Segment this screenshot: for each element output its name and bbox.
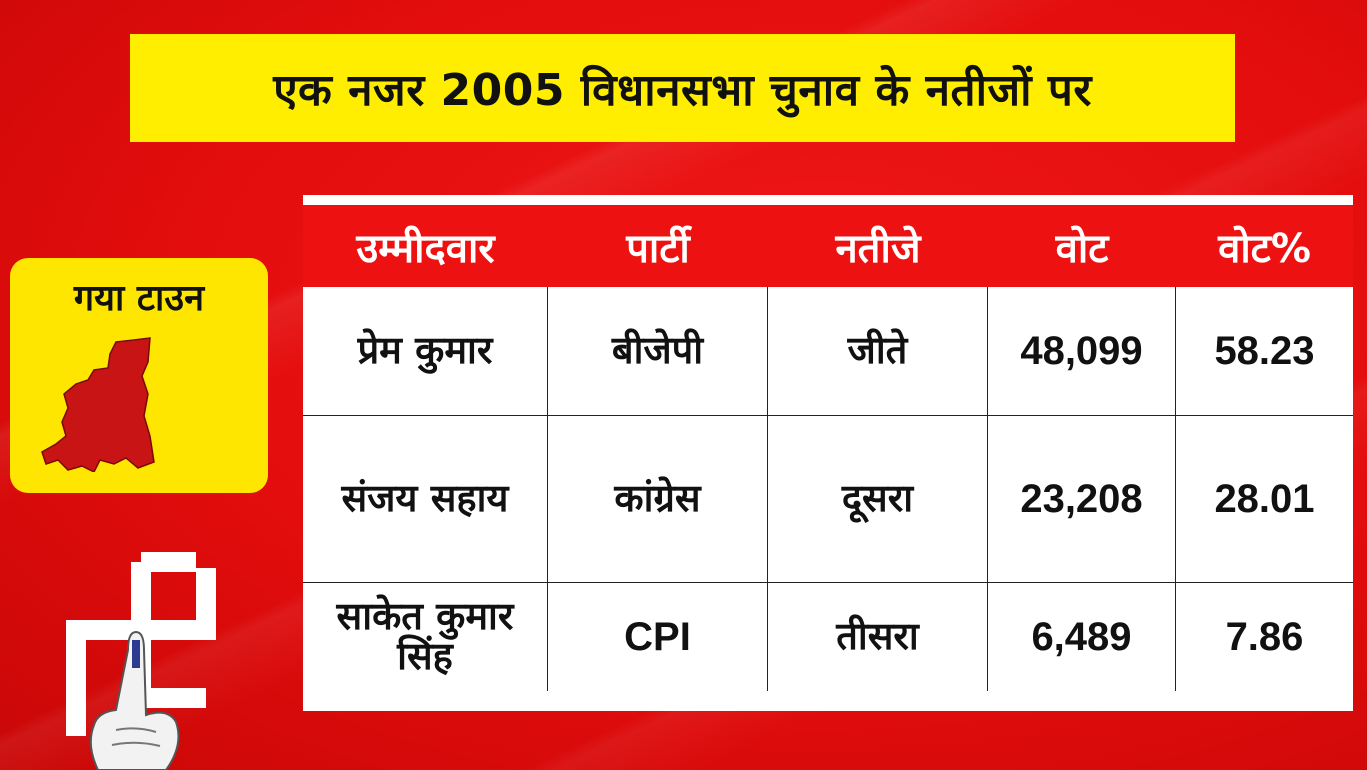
table-row: प्रेम कुमार बीजेपी जीते 48,099 58.23 (303, 287, 1353, 416)
votes-cell: 48,099 (988, 287, 1176, 415)
header-candidate: उम्मीदवार (356, 225, 495, 272)
constituency-name: गया टाउन (73, 278, 205, 319)
result-cell: जीते (768, 287, 988, 415)
party-cell: कांग्रेस (548, 416, 768, 582)
results-table: उम्मीदवार पार्टी नतीजे वोट वोट% प्रेम कु… (303, 195, 1353, 711)
page-title: एक नजर 2005 विधानसभा चुनाव के नतीजों पर (273, 65, 1092, 116)
candidate-cell: प्रेम कुमार (303, 287, 548, 415)
title-banner: एक नजर 2005 विधानसभा चुनाव के नतीजों पर (130, 34, 1235, 142)
table-row: संजय सहाय कांग्रेस दूसरा 23,208 28.01 (303, 416, 1353, 583)
constituency-map-icon (41, 337, 155, 472)
table-header: उम्मीदवार पार्टी नतीजे वोट वोट% (303, 205, 1353, 287)
voting-finger-swastika-icon (66, 552, 216, 770)
constituency-card: गया टाउन (10, 258, 268, 493)
header-result: नतीजे (835, 225, 921, 272)
vote-percent-cell: 58.23 (1214, 329, 1315, 373)
vote-percent-cell: 7.86 (1225, 615, 1304, 659)
candidate-cell: संजय सहाय (303, 416, 548, 582)
result-cell: दूसरा (768, 416, 988, 582)
vote-percent-cell: 28.01 (1214, 477, 1315, 521)
votes-cell: 6,489 (988, 583, 1176, 691)
result-cell: तीसरा (768, 583, 988, 691)
header-party: पार्टी (626, 225, 690, 272)
party-cell: बीजेपी (548, 287, 768, 415)
votes-cell: 23,208 (988, 416, 1176, 582)
header-vote-percent: वोट% (1218, 225, 1311, 272)
table-row: साकेत कुमार सिंह CPI तीसरा 6,489 7.86 (303, 583, 1353, 691)
party-cell: CPI (548, 583, 768, 691)
candidate-cell: साकेत कुमार सिंह (303, 583, 548, 691)
header-votes: वोट (1055, 225, 1109, 272)
